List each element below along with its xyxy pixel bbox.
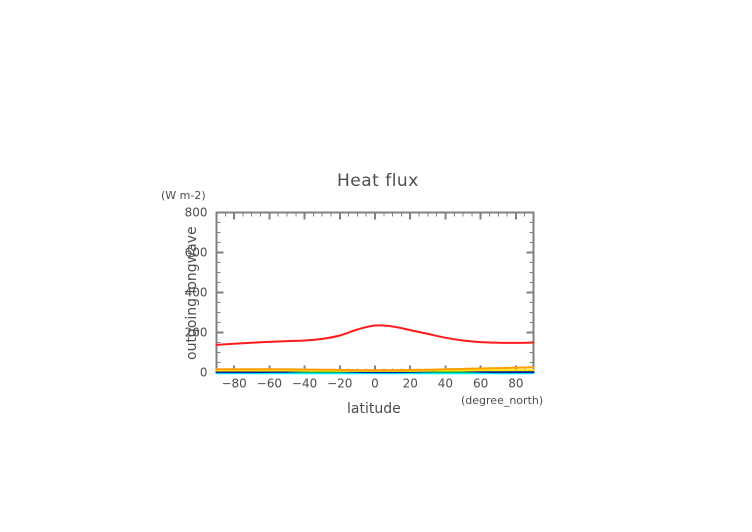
x-tick-label: −40: [292, 377, 317, 391]
x-tick-label: 20: [403, 377, 418, 391]
minor-ticks: [216, 212, 534, 373]
x-tick-label: −20: [327, 377, 352, 391]
y-tick-label: 0: [200, 366, 208, 380]
series-line: [215, 324, 535, 346]
x-axis-label: latitude: [347, 401, 401, 417]
x-tick-label: 40: [438, 377, 453, 391]
y-tick-label: 800: [185, 206, 208, 220]
x-tick-label: 80: [508, 377, 523, 391]
series-line: [215, 369, 535, 374]
y-tick-label: 400: [185, 286, 208, 300]
axis-frame: [215, 211, 535, 374]
data-lines: [215, 324, 535, 375]
y-tick-label: 200: [185, 326, 208, 340]
x-tick-label: −60: [257, 377, 282, 391]
series-line: [215, 366, 535, 372]
chart-title: Heat flux: [337, 171, 419, 191]
x-tick-label: 60: [473, 377, 488, 391]
major-ticks: [216, 211, 534, 374]
y-axis-units-label: (W m-2): [161, 189, 206, 202]
x-tick-label: 0: [371, 377, 379, 391]
x-axis-units-label: (degree_north): [461, 394, 544, 407]
x-tick-label: −80: [221, 377, 246, 391]
y-tick-label: 600: [185, 246, 208, 260]
